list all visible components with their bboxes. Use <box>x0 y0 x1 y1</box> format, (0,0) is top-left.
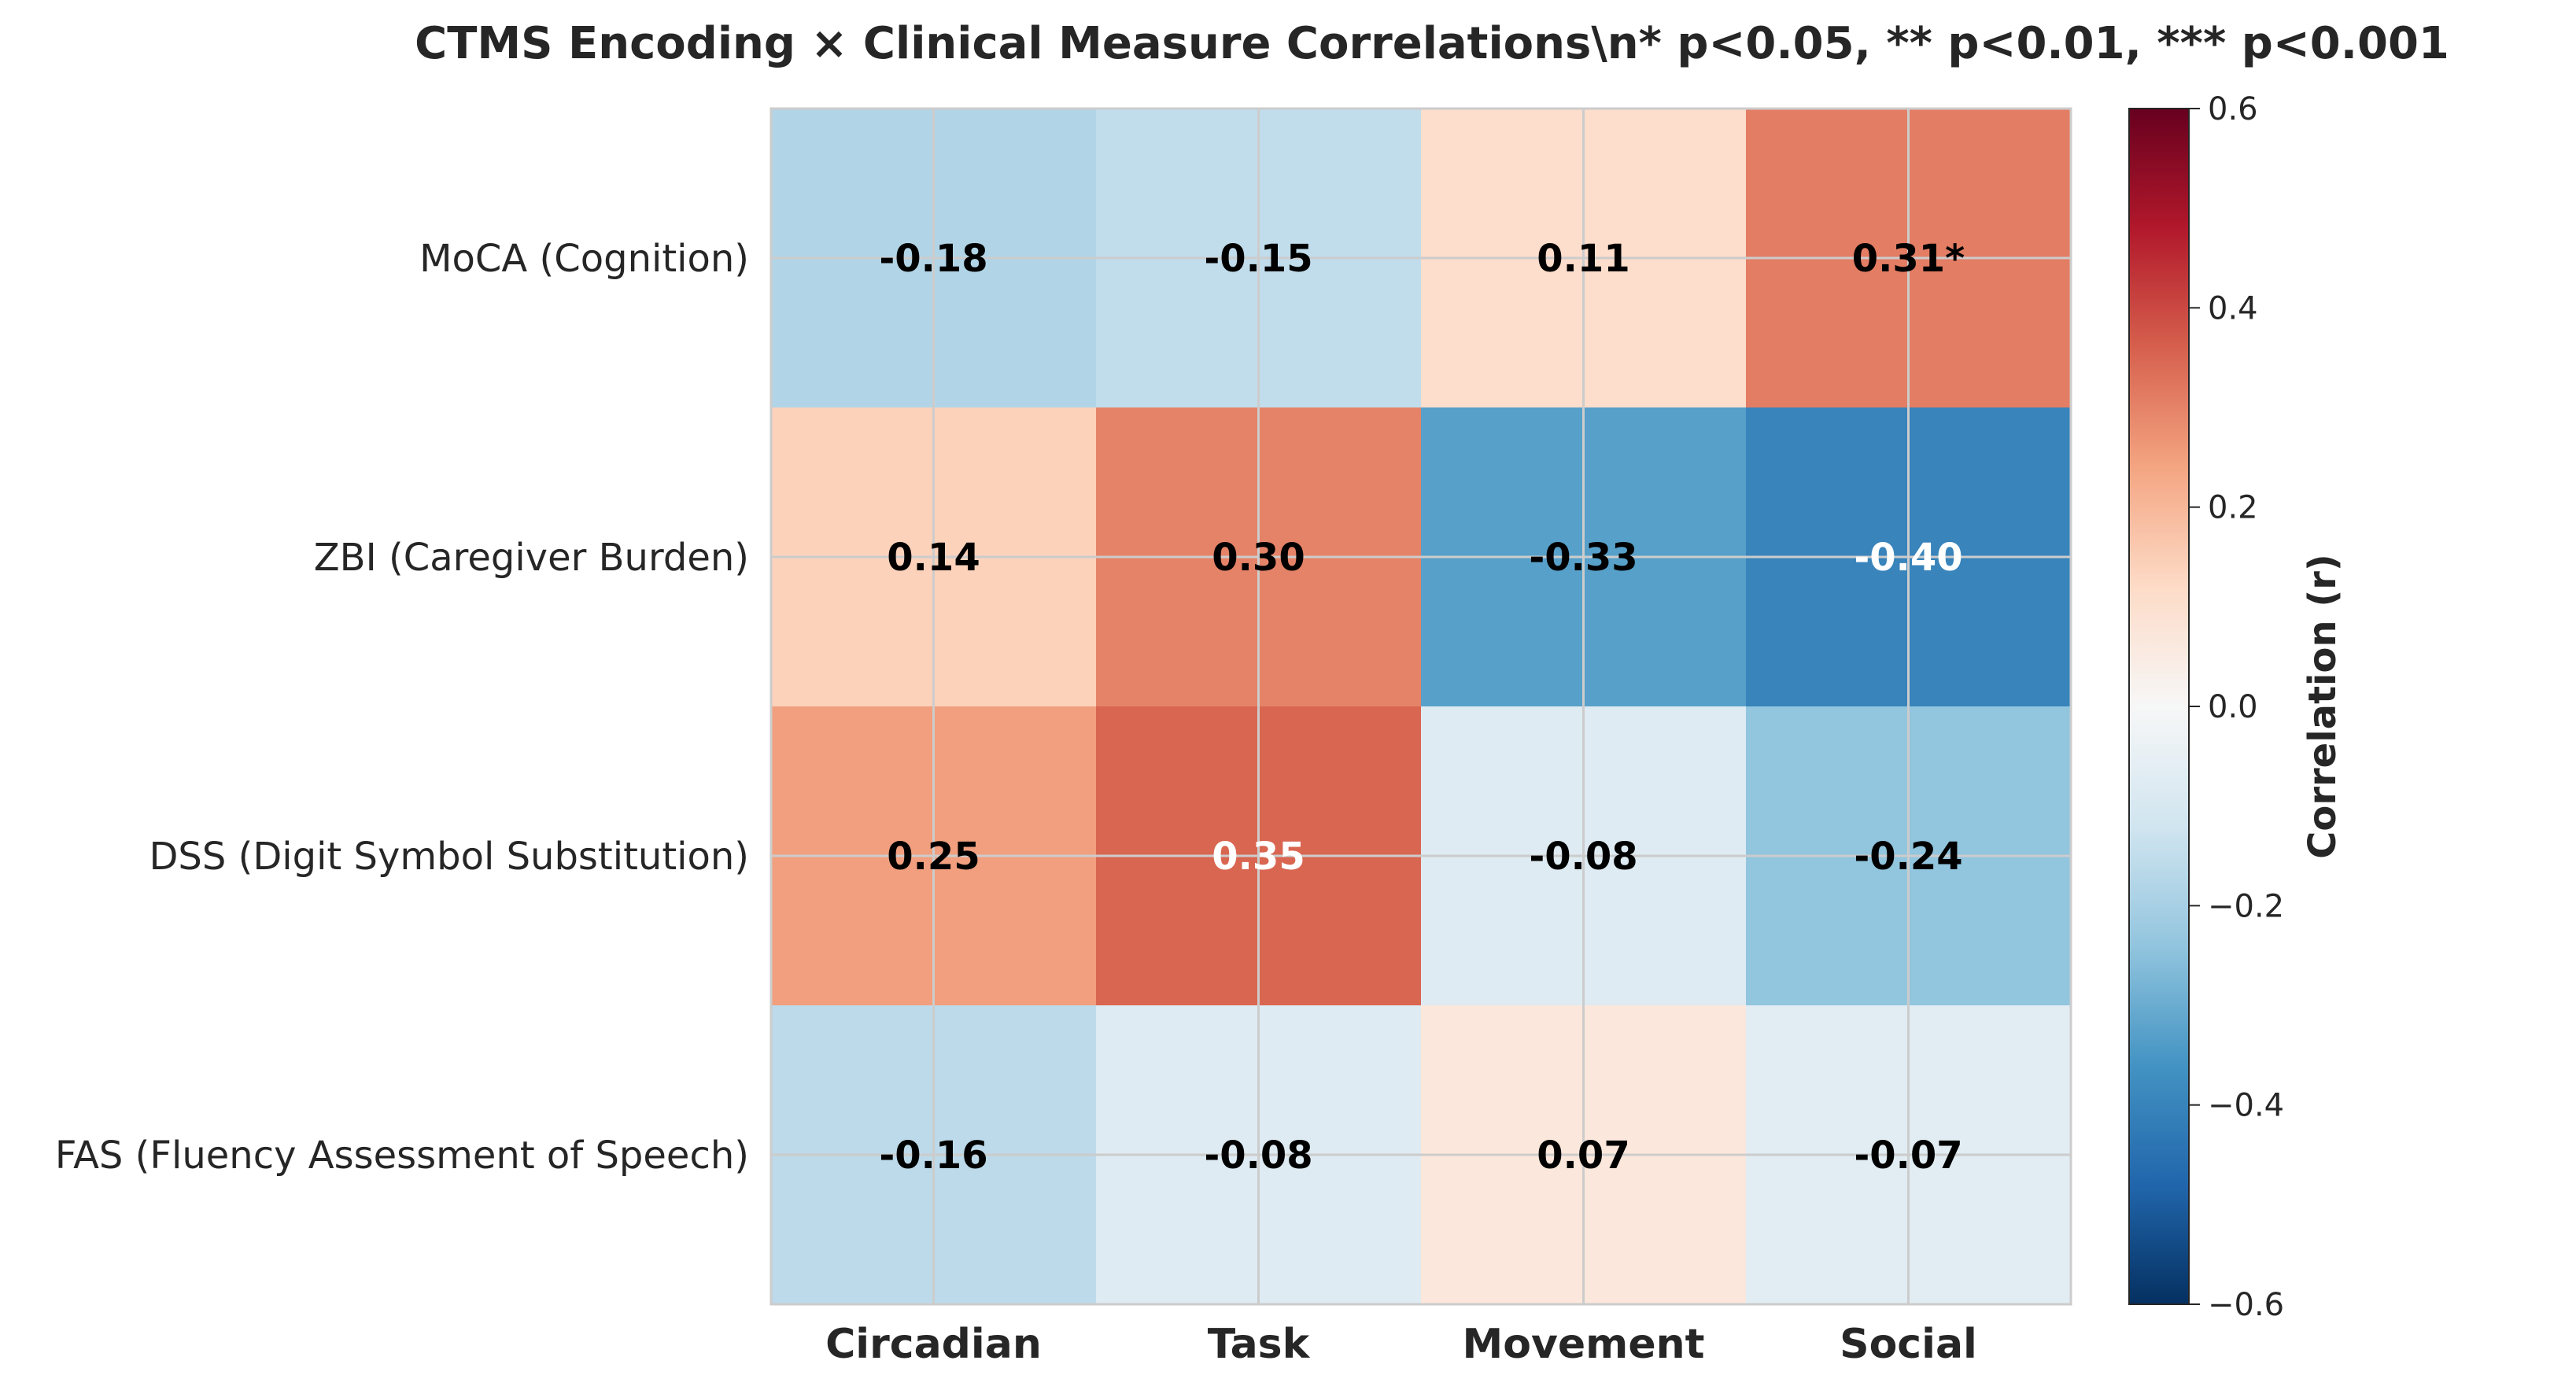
row-label-1: ZBI (Caregiver Burden) <box>314 536 749 580</box>
colorbar-tick-label-5: −0.4 <box>2208 1088 2284 1124</box>
chart-title: CTMS Encoding × Clinical Measure Correla… <box>415 18 2449 69</box>
colorbar: 0.6 0.4 0.2 0.0 −0.2 −0.4 −0.6 Correlation (r) <box>2128 91 2345 1323</box>
cell-value-label-r3-c1: -0.08 <box>1204 1134 1312 1178</box>
cell-value-label-r3-c3: -0.07 <box>1854 1134 1962 1178</box>
column-label-2: Movement <box>1463 1321 1705 1368</box>
colorbar-gradient <box>2128 108 2190 1305</box>
cell-value-label-r2-c1: 0.35 <box>1212 835 1305 879</box>
colorbar-tick-label-6: −0.6 <box>2208 1287 2284 1323</box>
colorbar-tick-label-1: 0.4 <box>2208 290 2258 326</box>
colorbar-label: Correlation (r) <box>2301 554 2345 859</box>
row-labels: MoCA (Cognition) ZBI (Caregiver Burden) DS… <box>55 237 749 1178</box>
cell-value-label-r0-c1: -0.15 <box>1204 237 1312 281</box>
column-label-3: Social <box>1840 1321 1977 1368</box>
colorbar-tick-label-3: 0.0 <box>2208 689 2258 725</box>
cell-value-label-r0-c0: -0.18 <box>879 237 987 281</box>
cell-value-label-r1-c1: 0.30 <box>1212 536 1305 580</box>
column-label-1: Task <box>1208 1321 1311 1368</box>
colorbar-tick-label-0: 0.6 <box>2208 91 2258 127</box>
heatmap-cell-labels: -0.18 -0.15 0.11 0.31* 0.14 0.30 -0.33 -0.40 0.2… <box>879 237 1965 1178</box>
colorbar-tick-label-2: 0.2 <box>2208 490 2258 526</box>
column-labels: Circadian Task Movement Social <box>825 1321 1977 1368</box>
column-label-0: Circadian <box>825 1321 1042 1368</box>
cell-value-label-r1-c3: -0.40 <box>1854 536 1962 580</box>
row-label-3: FAS (Fluency Assessment of Speech) <box>55 1134 749 1178</box>
cell-value-label-r2-c3: -0.24 <box>1854 835 1962 879</box>
row-label-2: DSS (Digit Symbol Substitution) <box>149 835 749 879</box>
row-label-0: MoCA (Cognition) <box>419 237 749 281</box>
cell-value-label-r0-c2: 0.11 <box>1537 237 1629 281</box>
heatmap-cells <box>771 109 2071 1304</box>
plot-frame <box>769 107 2072 1306</box>
cell-value-label-r1-c0: 0.14 <box>887 536 980 580</box>
cell-value-label-r1-c2: -0.33 <box>1529 536 1637 580</box>
heatmap-gridlines <box>769 107 2072 1306</box>
cell-value-label-r0-c3: 0.31* <box>1852 237 1965 281</box>
cell-value-label-r2-c0: 0.25 <box>887 835 980 879</box>
colorbar-tick-label-4: −0.2 <box>2208 888 2284 924</box>
cell-value-label-r3-c2: 0.07 <box>1537 1134 1629 1178</box>
cell-value-label-r2-c2: -0.08 <box>1529 835 1637 879</box>
cell-value-label-r3-c0: -0.16 <box>879 1134 987 1178</box>
